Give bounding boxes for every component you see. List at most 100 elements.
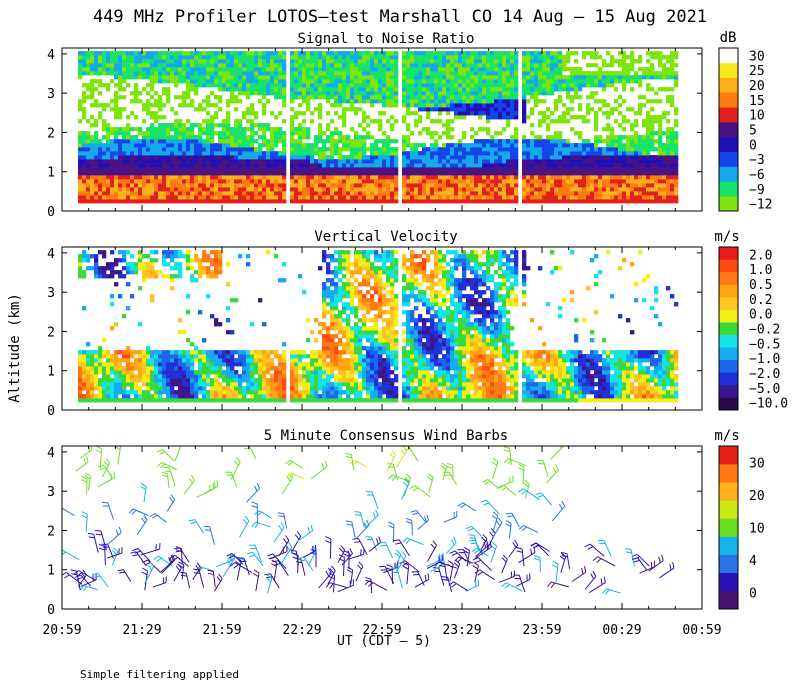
snr-cell xyxy=(430,191,435,196)
vv-cell xyxy=(110,394,115,399)
snr-cell xyxy=(478,103,483,108)
vv-cell xyxy=(162,374,167,379)
snr-cell xyxy=(162,51,167,56)
snr-cell xyxy=(334,183,339,188)
snr-cell xyxy=(206,127,211,132)
snr-cell xyxy=(538,147,543,152)
snr-cell xyxy=(174,135,179,140)
snr-cell xyxy=(474,139,479,144)
snr-cell xyxy=(442,179,447,184)
snr-cell xyxy=(362,63,367,68)
snr-cell xyxy=(230,135,235,140)
snr-cell xyxy=(502,107,507,112)
snr-cell xyxy=(210,135,215,140)
snr-cell xyxy=(198,171,203,176)
snr-cell xyxy=(386,67,391,72)
snr-cell xyxy=(438,187,443,192)
snr-cell xyxy=(450,191,455,196)
snr-cell xyxy=(266,139,271,144)
panel-title-snr: Signal to Noise Ratio xyxy=(297,31,474,47)
vv-cell xyxy=(154,250,159,255)
snr-cell xyxy=(178,103,183,108)
snr-cell xyxy=(526,59,531,64)
snr-cell xyxy=(494,187,499,192)
snr-cell xyxy=(246,159,251,164)
snr-cell xyxy=(610,83,615,88)
snr-cell xyxy=(414,147,419,152)
snr-heatmap xyxy=(78,51,679,204)
vv-cell xyxy=(174,390,179,395)
snr-cell xyxy=(594,195,599,200)
snr-cell xyxy=(594,199,599,204)
snr-cell xyxy=(402,83,407,88)
snr-cell xyxy=(386,75,391,80)
snr-cell xyxy=(386,155,391,160)
snr-cell xyxy=(370,195,375,200)
snr-cell xyxy=(438,195,443,200)
snr-cell xyxy=(526,63,531,68)
snr-cell xyxy=(302,91,307,96)
snr-cell xyxy=(574,91,579,96)
snr-cell xyxy=(266,51,271,56)
snr-cell xyxy=(274,55,279,60)
snr-cell xyxy=(314,195,319,200)
snr-cell xyxy=(342,159,347,164)
snr-cell xyxy=(150,191,155,196)
snr-cell xyxy=(122,175,127,180)
snr-cell xyxy=(470,159,475,164)
snr-cell xyxy=(586,163,591,168)
snr-cell xyxy=(450,147,455,152)
snr-cell xyxy=(554,179,559,184)
snr-cell xyxy=(662,167,667,172)
snr-cell xyxy=(114,55,119,60)
snr-cell xyxy=(394,79,399,84)
snr-cell xyxy=(358,67,363,72)
snr-cell xyxy=(458,51,463,56)
snr-cell xyxy=(414,111,419,116)
snr-cell xyxy=(214,183,219,188)
snr-cell xyxy=(674,123,679,128)
snr-cell xyxy=(194,147,199,152)
snr-cell xyxy=(530,79,535,84)
snr-cell xyxy=(274,59,279,64)
snr-cell xyxy=(194,155,199,160)
snr-cell xyxy=(354,179,359,184)
snr-cell xyxy=(454,175,459,180)
snr-cell xyxy=(630,187,635,192)
vv-cell xyxy=(170,354,175,359)
vv-cell xyxy=(154,258,159,263)
snr-cell xyxy=(146,179,151,184)
snr-cell xyxy=(622,63,627,68)
snr-cell xyxy=(298,175,303,180)
snr-cell xyxy=(414,159,419,164)
snr-cell xyxy=(182,99,187,104)
snr-cell xyxy=(198,159,203,164)
vv-cell xyxy=(130,386,135,391)
vv-cell xyxy=(82,350,87,355)
snr-cell xyxy=(162,143,167,148)
snr-cell xyxy=(486,71,491,76)
snr-cell xyxy=(298,127,303,132)
snr-cell xyxy=(434,95,439,100)
snr-cell xyxy=(614,163,619,168)
snr-cell xyxy=(418,155,423,160)
snr-cell xyxy=(298,199,303,204)
vv-cell xyxy=(138,366,143,371)
snr-cell xyxy=(250,195,255,200)
snr-cell xyxy=(458,199,463,204)
vv-cell xyxy=(122,390,127,395)
snr-cell xyxy=(326,191,331,196)
snr-cell xyxy=(394,51,399,56)
snr-cell xyxy=(562,187,567,192)
snr-cell xyxy=(230,191,235,196)
snr-cell xyxy=(546,91,551,96)
snr-cell xyxy=(658,59,663,64)
snr-cell xyxy=(550,119,555,124)
snr-cell xyxy=(454,147,459,152)
snr-cell xyxy=(654,91,659,96)
snr-cell xyxy=(162,187,167,192)
snr-cell xyxy=(466,151,471,156)
snr-cell xyxy=(446,135,451,140)
snr-cell xyxy=(122,131,127,136)
snr-cell xyxy=(482,167,487,172)
